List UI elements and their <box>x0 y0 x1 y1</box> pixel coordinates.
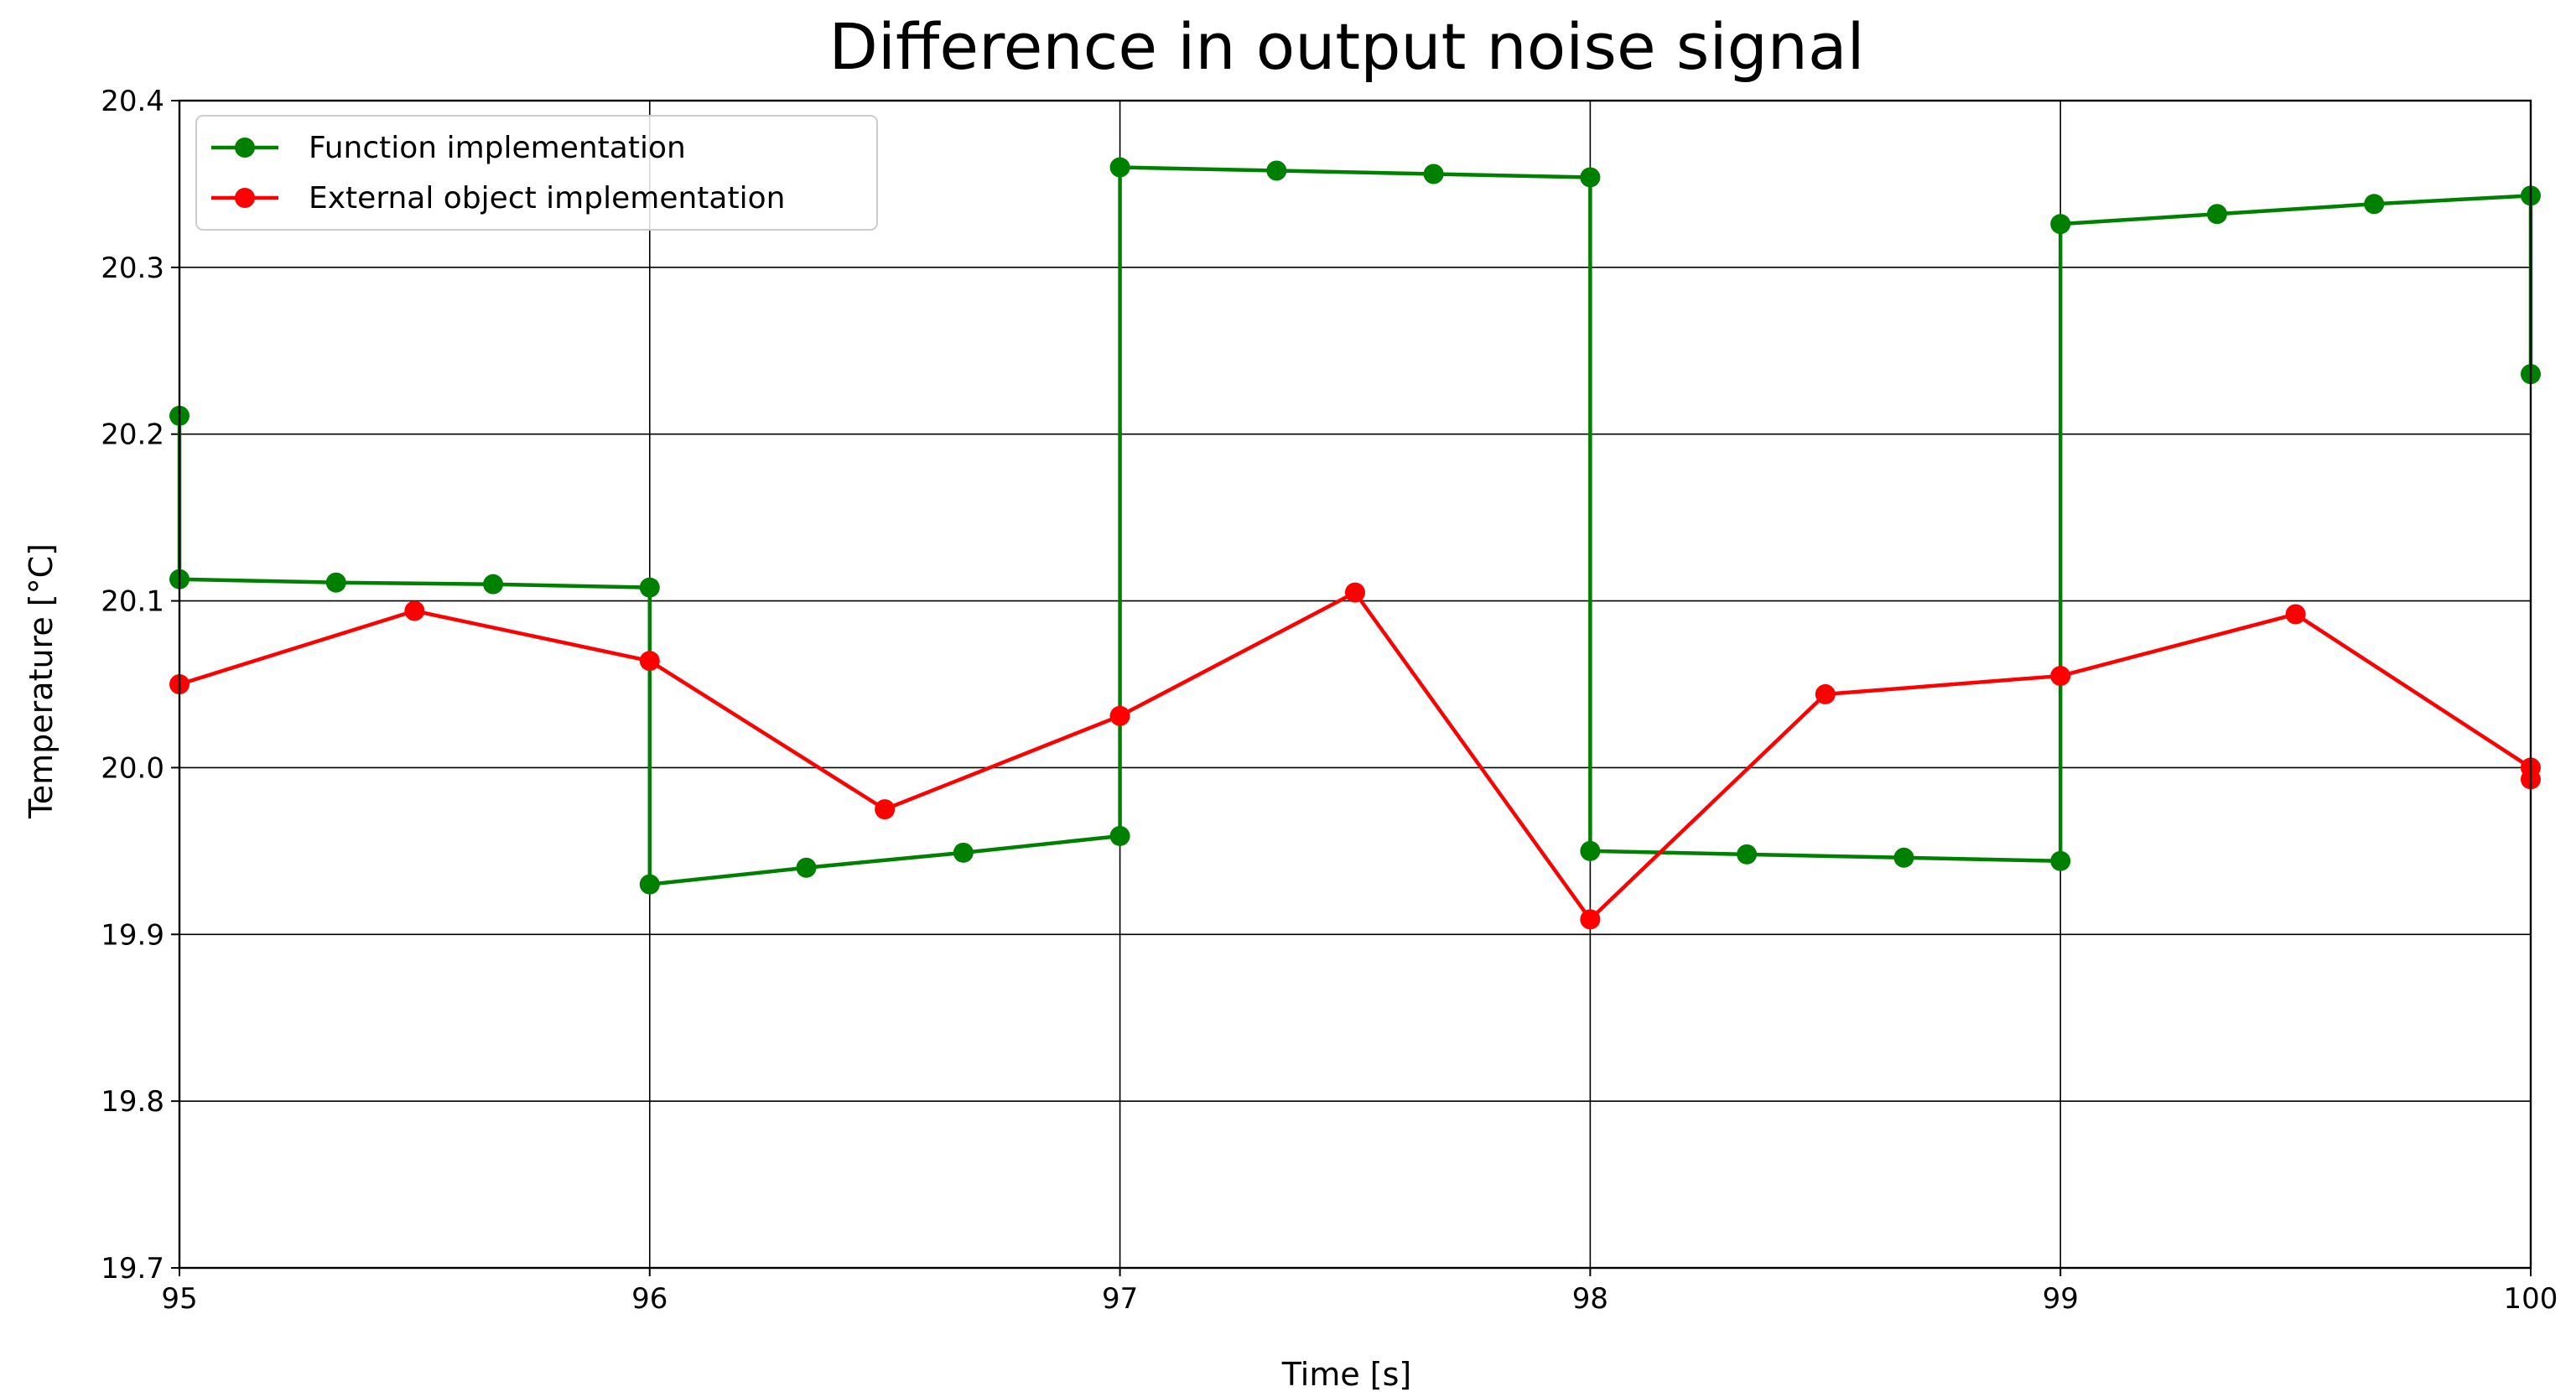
y-axis-label: Temperature [°C] <box>23 543 60 819</box>
series-2-point <box>1580 909 1601 930</box>
series-1-point <box>1580 840 1601 861</box>
series-2-point <box>875 799 896 820</box>
legend-frame <box>195 115 878 231</box>
y-tick-label: 19.9 <box>101 918 164 952</box>
series-1-point <box>2050 214 2071 235</box>
chart-title: Difference in output noise signal <box>828 9 1864 84</box>
x-tick-label: 96 <box>631 1282 667 1316</box>
series-1-point <box>2206 204 2227 225</box>
series-2-point <box>1815 683 1836 704</box>
series-2-point <box>1345 582 1365 603</box>
series-2-point <box>1109 705 1130 726</box>
legend-label: External object implementation <box>309 181 785 216</box>
series-1-point <box>1266 160 1287 181</box>
series-1-point <box>1893 847 1914 868</box>
series-1-point <box>2364 194 2385 215</box>
series-2-point <box>404 600 425 621</box>
series-1-point <box>1737 844 1758 865</box>
series-line-1 <box>177 165 2533 886</box>
x-tick-label: 95 <box>161 1282 197 1316</box>
series-1-point <box>1109 157 1130 178</box>
series-1-point <box>639 874 660 895</box>
legend: Function implementation External object i… <box>195 115 878 231</box>
y-tick-label: 19.8 <box>101 1085 164 1119</box>
y-tick-label: 19.7 <box>101 1252 164 1286</box>
x-tick-label: 100 <box>2504 1282 2558 1316</box>
legend-swatch-marker <box>235 138 255 158</box>
legend-swatch-marker <box>235 188 255 208</box>
y-tick-label: 20.1 <box>101 585 164 619</box>
series-1-point <box>483 574 504 595</box>
y-tick-label: 20.2 <box>101 418 164 452</box>
series-1-point <box>1580 167 1601 188</box>
series-line-2 <box>179 590 2533 922</box>
series-2-point <box>2285 604 2306 625</box>
plot-area: 95 96 97 98 99 100 19.7 19.8 19.9 20.0 20.1 20.2 20.… <box>101 85 2558 1316</box>
legend-label: Function implementation <box>309 131 686 165</box>
series-1-point <box>953 842 974 863</box>
y-tick-label: 20.0 <box>101 751 164 785</box>
series-2-point <box>2050 666 2071 687</box>
series-1-point <box>1423 164 1444 184</box>
series-1-point <box>796 857 817 878</box>
series-2-point <box>639 651 660 672</box>
x-axis-label: Time [s] <box>1281 1356 1412 1392</box>
series-1-point <box>1109 825 1130 846</box>
plot-frame <box>178 99 2532 1270</box>
x-tick-label: 97 <box>1102 1282 1138 1316</box>
y-tick-label: 20.4 <box>101 85 164 118</box>
series-1-point <box>325 572 346 593</box>
y-tick-label: 20.3 <box>101 252 164 285</box>
x-tick-label: 99 <box>2043 1282 2079 1316</box>
x-tick-label: 98 <box>1572 1282 1608 1316</box>
series-1-point <box>2050 850 2071 871</box>
series-1-point <box>639 577 660 598</box>
